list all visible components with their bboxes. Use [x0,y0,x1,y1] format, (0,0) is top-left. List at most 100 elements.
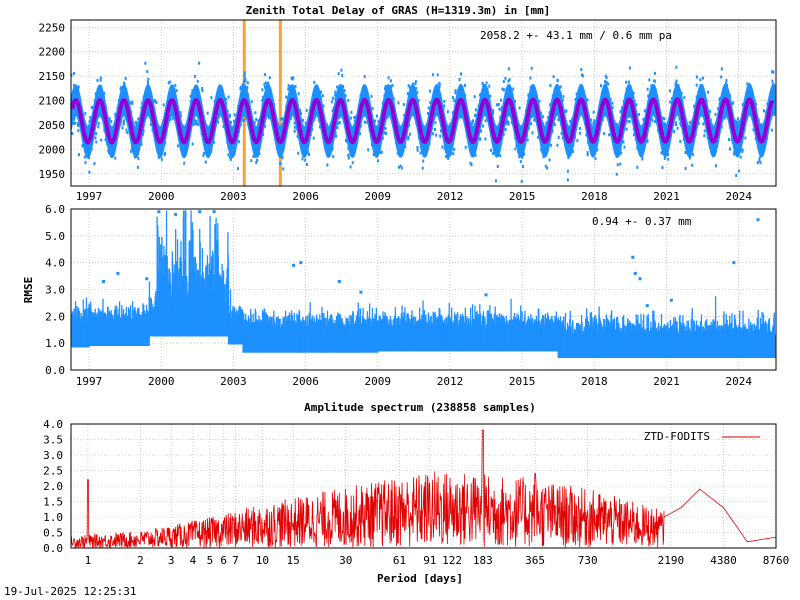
ztd-observed-point [386,115,389,119]
ztd-observed-point [556,143,559,147]
ztd-observed-point [332,155,335,159]
ztd-observed-point [299,109,302,113]
ztd-observed-point [300,112,303,116]
ztd-observed-point [541,115,544,119]
ztd-observed-point [246,81,249,85]
ztd-observed-point [119,86,122,90]
ztd-observed-point [227,95,230,99]
ztd-observed-point [264,81,267,85]
ztd-observed-point [548,158,551,162]
ztd-observed-point [175,89,178,93]
ztd-observed-point [611,101,614,105]
ztd-observed-point [203,152,206,156]
ztd-observed-point [419,151,422,155]
ztd-observed-point [81,144,84,148]
ztd-observed-point [596,148,599,152]
ztd-observed-point [626,119,629,123]
ztd-observed-point [451,96,454,100]
ztd-observed-point [432,73,435,77]
ztd-observed-point [380,150,383,154]
ztd-observed-point [447,156,450,160]
ztd-observed-point [498,107,501,111]
ztd-observed-point [147,77,150,81]
ztd-observed-point [146,69,149,73]
ztd-observed-point [306,151,309,155]
ztd-observed-point [703,134,706,138]
ztd-panel: Zenith Total Delay of GRAS (H=1319.3m) i… [39,4,777,203]
ztd-observed-point [313,80,316,84]
ztd-observed-point [268,76,271,80]
ztd-observed-point [575,92,578,96]
ztd-observed-point [758,159,761,163]
ztd-observed-point [121,126,124,130]
ztd-observed-point [349,165,352,169]
ztd-observed-point [646,139,649,143]
ztd-observed-point [699,78,702,82]
ztd-observed-point [404,145,407,149]
ztd-observed-point [636,165,639,169]
ztd-observed-point [648,78,651,82]
ztd-observed-point [428,89,431,93]
ztd-observed-point [474,153,477,157]
ztd-title: Zenith Total Delay of GRAS (H=1319.3m) i… [246,4,551,17]
ztd-observed-point [459,115,462,119]
ztd-observed-point [538,99,541,103]
ztd-observed-point [485,81,488,85]
ztd-observed-point [350,110,353,114]
ztd-observed-point [261,88,264,92]
ztd-observed-point [473,95,476,99]
ztd-observed-point [293,129,296,133]
ztd-observed-point [772,70,775,74]
ztd-observed-point [172,116,175,120]
ztd-observed-point [695,75,698,79]
ztd-observed-point [264,85,267,89]
ztd-observed-point [341,73,344,77]
ztd-observed-point [331,109,334,113]
ztd-observed-point [642,117,645,121]
ztd-observed-point [246,85,249,89]
ztd-observed-point [731,102,734,106]
ztd-observed-point [771,79,774,83]
ztd-observed-point [330,100,333,104]
ztd-observed-point [416,146,419,150]
ztd-observed-point [399,164,402,168]
ztd-observed-point [160,157,163,161]
ztd-observed-point [135,123,138,127]
ztd-observed-point [661,166,664,170]
ztd-observed-point [735,173,738,177]
ztd-observed-point [263,82,266,86]
ztd-observed-point [611,106,614,110]
ztd-observed-point [195,119,198,123]
ztd-observed-point [546,166,549,170]
ztd-observed-point [625,80,628,84]
ztd-observed-point [590,118,593,122]
ztd-observed-point [469,161,472,165]
ztd-observed-point [99,78,102,82]
ztd-observed-point [464,145,467,149]
ztd-observed-point [521,165,524,169]
ztd-observed-point [254,111,257,115]
ztd-observed-point [336,85,339,89]
ztd-observed-point [244,77,247,81]
ztd-observed-point [489,94,492,98]
ztd-observed-point [99,76,102,80]
ztd-observed-point [191,142,194,146]
ztd-observed-point [183,161,186,165]
ztd-observed-point [454,89,457,93]
ztd-observed-point [239,85,242,89]
ztd-observed-point [756,161,759,165]
ztd-observed-point [89,116,92,120]
ztd-observed-point [285,95,288,99]
ztd-observed-point [114,112,117,116]
ztd-observed-point [297,151,300,155]
ztd-observed-point [586,151,589,155]
ztd-observed-point [297,92,300,96]
ztd-observed-point [370,94,373,98]
ztd-observed-point [439,129,442,133]
ztd-observed-point [484,119,487,123]
ztd-observed-point [667,152,670,156]
ztd-observed-point [400,166,403,170]
ztd-observed-point [168,80,171,84]
ztd-observed-point [169,117,172,121]
ztd-observed-point [398,165,401,169]
